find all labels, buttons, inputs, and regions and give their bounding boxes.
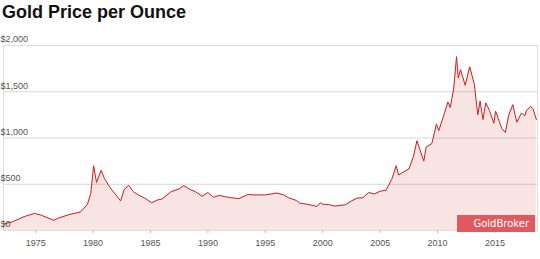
svg-text:1985: 1985 bbox=[140, 238, 160, 248]
svg-text:2000: 2000 bbox=[313, 238, 333, 248]
svg-text:2005: 2005 bbox=[370, 238, 390, 248]
svg-text:$500: $500 bbox=[1, 173, 21, 183]
svg-text:$1,000: $1,000 bbox=[1, 127, 29, 137]
svg-text:1990: 1990 bbox=[198, 238, 218, 248]
html-text:GoldBroker: GoldBroker bbox=[473, 218, 529, 229]
svg-text:$1,500: $1,500 bbox=[1, 81, 29, 91]
svg-text:1975: 1975 bbox=[26, 238, 46, 248]
svg-text:$2,000: $2,000 bbox=[1, 34, 29, 44]
svg-text:2010: 2010 bbox=[428, 238, 448, 248]
html-text:Gold Price per Ounce: Gold Price per Ounce bbox=[2, 2, 187, 22]
svg-text:$0: $0 bbox=[1, 219, 11, 229]
svg-text:1995: 1995 bbox=[255, 238, 275, 248]
svg-text:1980: 1980 bbox=[83, 238, 103, 248]
svg-text:2015: 2015 bbox=[485, 238, 505, 248]
